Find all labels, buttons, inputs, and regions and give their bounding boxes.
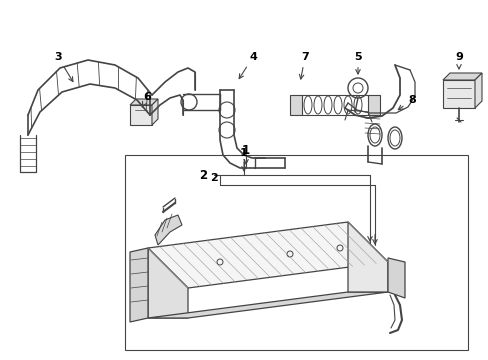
Polygon shape — [442, 73, 481, 80]
Text: 8: 8 — [397, 95, 415, 110]
Polygon shape — [367, 95, 379, 115]
Polygon shape — [130, 248, 148, 322]
Text: 3: 3 — [54, 52, 73, 82]
Polygon shape — [130, 105, 152, 125]
Text: 5: 5 — [353, 52, 361, 74]
Polygon shape — [148, 222, 387, 288]
Polygon shape — [347, 222, 387, 292]
Text: 1: 1 — [240, 148, 247, 158]
Polygon shape — [148, 292, 387, 318]
Polygon shape — [387, 258, 404, 298]
Polygon shape — [155, 215, 182, 245]
Text: 2: 2 — [199, 168, 206, 181]
Polygon shape — [130, 99, 158, 105]
Text: 4: 4 — [239, 52, 256, 78]
Text: 7: 7 — [299, 52, 308, 79]
Text: 6: 6 — [142, 92, 151, 107]
Polygon shape — [148, 248, 187, 318]
Polygon shape — [289, 95, 302, 115]
Polygon shape — [442, 80, 474, 108]
Polygon shape — [152, 99, 158, 125]
Polygon shape — [474, 73, 481, 108]
Bar — [125, 155, 467, 350]
Text: 2: 2 — [210, 173, 218, 183]
Text: 9: 9 — [454, 52, 462, 69]
Text: 1: 1 — [242, 144, 249, 157]
